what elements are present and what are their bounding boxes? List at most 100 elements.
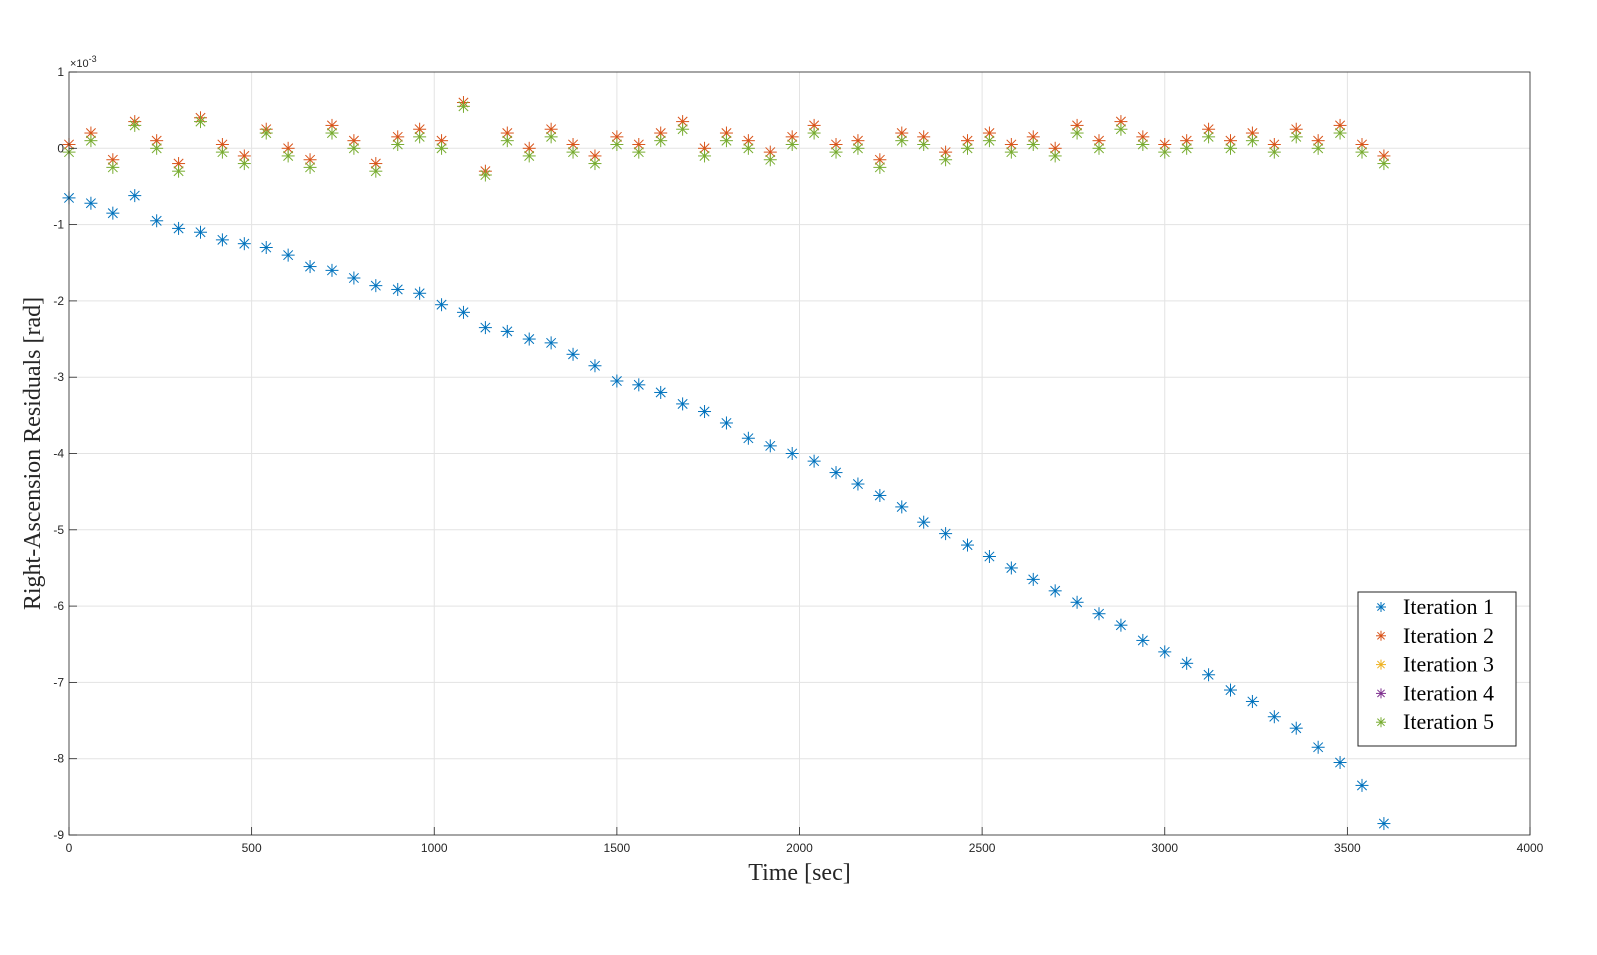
- data-point: [1202, 130, 1216, 144]
- data-point: [676, 397, 690, 411]
- data-point: [325, 263, 339, 277]
- data-point: [741, 134, 755, 148]
- data-point: [610, 137, 624, 151]
- data-point: [413, 286, 427, 300]
- data-point: [895, 134, 909, 148]
- data-point: [1048, 584, 1062, 598]
- data-point: [544, 130, 558, 144]
- data-point: [1223, 683, 1237, 697]
- data-point: [106, 153, 120, 167]
- grid: [68, 71, 1531, 836]
- data-point: [128, 189, 142, 203]
- data-point: [106, 160, 120, 174]
- data-point: [478, 168, 492, 182]
- legend-marker: [1376, 602, 1386, 612]
- data-point: [566, 137, 580, 151]
- x-axis-label: Time [sec]: [748, 860, 850, 886]
- legend: Iteration 1 Iteration 2 Iteration 3 Iterati…: [1357, 591, 1517, 747]
- x-tick-label: 1500: [604, 841, 631, 855]
- data-point: [391, 282, 405, 296]
- x-tick-label: 0: [66, 841, 73, 855]
- data-point: [172, 164, 186, 178]
- data-point: [1355, 145, 1369, 159]
- y-axis-label: Right-Ascension Residuals [rad]: [20, 297, 46, 610]
- y-tick-label: -7: [53, 675, 64, 689]
- data-point: [1311, 134, 1325, 148]
- data-point: [763, 153, 777, 167]
- data-point: [1004, 145, 1018, 159]
- legend-marker: [1376, 659, 1386, 670]
- data-point: [193, 225, 207, 239]
- data-point: [829, 466, 843, 480]
- legend-label: Iteration 2: [1403, 623, 1494, 648]
- data-point: [1114, 122, 1128, 136]
- x-tick-label: 1000: [421, 841, 448, 855]
- data-point: [632, 378, 646, 392]
- data-point: [1004, 137, 1018, 151]
- data-point: [829, 145, 843, 159]
- data-point: [873, 488, 887, 502]
- x-tick-label: 4000: [1517, 841, 1544, 855]
- legend-marker: [1376, 717, 1386, 728]
- legend-marker: [1376, 688, 1386, 699]
- data-point: [698, 149, 712, 163]
- data-point: [654, 126, 668, 140]
- legend-label: Iteration 1: [1403, 594, 1494, 619]
- legend-marker: [1376, 630, 1386, 641]
- data-point: [325, 118, 339, 132]
- data-point: [1092, 607, 1106, 621]
- x-tick-label: 500: [242, 841, 262, 855]
- data-point: [281, 248, 295, 262]
- data-point: [851, 141, 865, 155]
- y-tick-label: -6: [53, 599, 64, 613]
- data-point: [391, 137, 405, 151]
- data-point: [939, 527, 953, 541]
- y-tick-label: -8: [53, 752, 64, 766]
- data-point: [1180, 141, 1194, 155]
- y-tick-label: 0: [57, 141, 64, 155]
- data-point: [982, 550, 996, 564]
- data-point: [1223, 141, 1237, 155]
- data-point: [1377, 157, 1391, 171]
- data-point: [172, 157, 186, 171]
- y-tick-label: -5: [53, 523, 64, 537]
- data-point: [895, 500, 909, 514]
- x-tick-label: 3500: [1334, 841, 1361, 855]
- data-point: [1026, 137, 1040, 151]
- data-point: [259, 240, 273, 254]
- data-point: [610, 374, 624, 388]
- data-point: [1202, 668, 1216, 682]
- data-point: [1136, 633, 1150, 647]
- data-point: [873, 160, 887, 174]
- data-point: [588, 157, 602, 171]
- data-point: [1026, 130, 1040, 144]
- data-point: [172, 221, 186, 235]
- data-point: [544, 336, 558, 350]
- data-point: [347, 141, 361, 155]
- data-point: [654, 134, 668, 148]
- data-point: [1158, 145, 1172, 159]
- data-point: [1333, 126, 1347, 140]
- data-point: [1377, 817, 1391, 831]
- data-point: [1245, 694, 1259, 708]
- data-point: [215, 137, 229, 151]
- data-point: [1311, 740, 1325, 754]
- data-point: [347, 271, 361, 285]
- data-point: [500, 324, 514, 338]
- data-point: [128, 118, 142, 132]
- data-point: [610, 130, 624, 144]
- data-point: [917, 137, 931, 151]
- data-point: [1180, 656, 1194, 670]
- data-point: [325, 126, 339, 140]
- data-point: [1377, 149, 1391, 163]
- data-point: [1158, 645, 1172, 659]
- data-point: [807, 454, 821, 468]
- data-point: [676, 122, 690, 136]
- data-point: [1070, 595, 1084, 609]
- data-point: [785, 137, 799, 151]
- data-point: [939, 153, 953, 167]
- data-point: [1070, 126, 1084, 140]
- data-point: [719, 416, 733, 430]
